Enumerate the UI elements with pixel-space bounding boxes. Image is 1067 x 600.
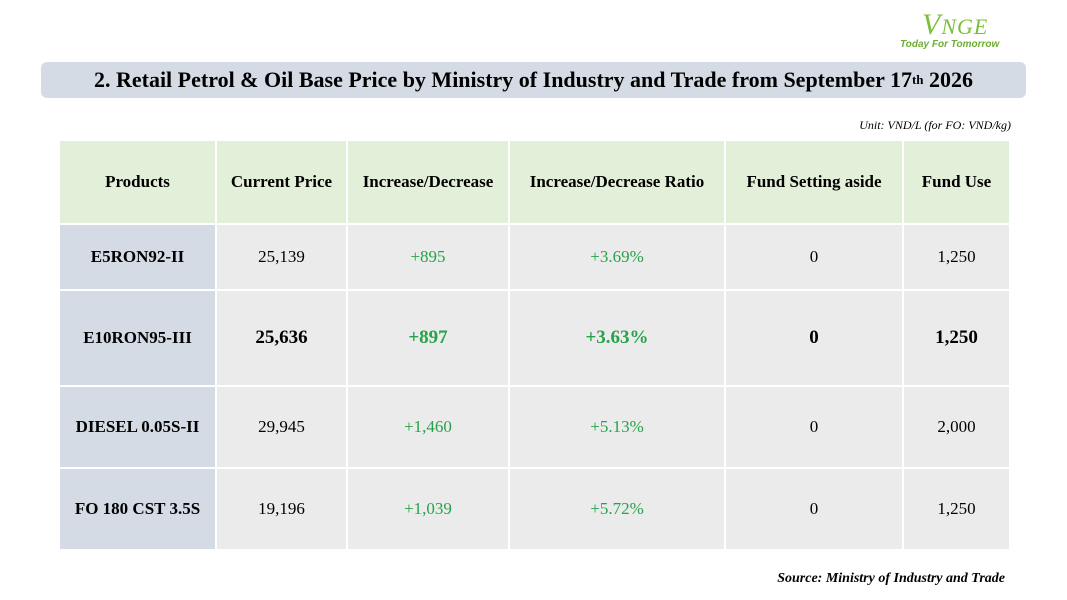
logo-tagline: Today For Tomorrow (900, 39, 1000, 50)
ratio-cell: +3.69% (508, 223, 726, 291)
source-note: Source: Ministry of Industry and Trade (777, 571, 1005, 586)
fund-use-cell: 1,250 (902, 289, 1011, 387)
header-current-price: Current Price (215, 139, 348, 225)
fund-use-cell: 2,000 (902, 385, 1011, 469)
set-aside-cell: 0 (724, 289, 904, 387)
price-cell: 25,139 (215, 223, 348, 291)
price-cell: 25,636 (215, 289, 348, 387)
table-row: FO 180 CST 3.5S 19,196 +1,039 +5.72% 0 1… (58, 467, 1011, 551)
change-cell: +895 (346, 223, 510, 291)
logo-mark: VNGE (922, 8, 989, 41)
ratio-cell: +5.13% (508, 385, 726, 469)
price-cell: 29,945 (215, 385, 348, 469)
price-cell: 19,196 (215, 467, 348, 551)
change-cell: +1,039 (346, 467, 510, 551)
ratio-cell: +3.63% (508, 289, 726, 387)
change-cell: +897 (346, 289, 510, 387)
table-row: E10RON95-III 25,636 +897 +3.63% 0 1,250 (58, 289, 1011, 387)
page-title: 2. Retail Petrol & Oil Base Price by Min… (41, 62, 1026, 98)
product-cell: E5RON92-II (58, 223, 217, 291)
product-cell: E10RON95-III (58, 289, 217, 387)
fund-use-cell: 1,250 (902, 223, 1011, 291)
header-fund-setting-aside: Fund Setting aside (724, 139, 904, 225)
header-ratio: Increase/Decrease Ratio (508, 139, 726, 225)
ratio-cell: +5.72% (508, 467, 726, 551)
header-row: Products Current Price Increase/Decrease… (58, 139, 1011, 225)
set-aside-cell: 0 (724, 223, 904, 291)
title-year: 2026 (923, 67, 974, 92)
title-text: 2. Retail Petrol & Oil Base Price by Min… (93, 67, 912, 92)
price-table: Products Current Price Increase/Decrease… (58, 139, 1011, 551)
title-sup: th (911, 72, 924, 87)
set-aside-cell: 0 (724, 385, 904, 469)
header-increase-decrease: Increase/Decrease (346, 139, 510, 225)
fund-use-cell: 1,250 (902, 467, 1011, 551)
product-cell: DIESEL 0.05S-II (58, 385, 217, 469)
table-row: DIESEL 0.05S-II 29,945 +1,460 +5.13% 0 2… (58, 385, 1011, 469)
product-cell: FO 180 CST 3.5S (58, 467, 217, 551)
unit-note: Unit: VND/L (for FO: VND/kg) (859, 118, 1011, 132)
header-fund-use: Fund Use (902, 139, 1011, 225)
vnge-logo: VNGE Today For Tomorrow (898, 6, 1008, 54)
change-cell: +1,460 (346, 385, 510, 469)
header-products: Products (58, 139, 217, 225)
table-row: E5RON92-II 25,139 +895 +3.69% 0 1,250 (58, 223, 1011, 291)
set-aside-cell: 0 (724, 467, 904, 551)
